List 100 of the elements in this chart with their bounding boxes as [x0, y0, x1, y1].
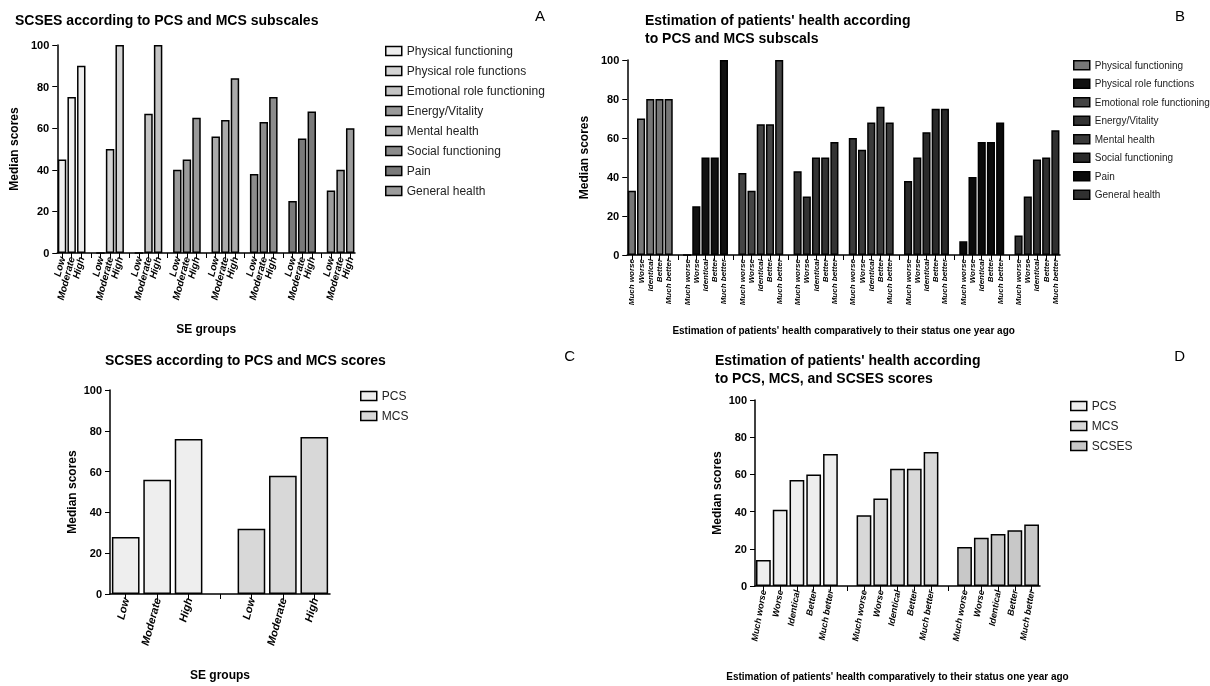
x-tick-label: Better	[820, 258, 830, 283]
x-tick-label: Much better	[829, 258, 839, 305]
y-axis-title: Median scores	[710, 450, 724, 535]
y-tick-label: 0	[95, 588, 102, 600]
legend-label: SCSES	[1091, 439, 1133, 453]
y-tick-label: 80	[734, 431, 747, 444]
x-tick-label: Better	[986, 258, 996, 283]
x-tick-label: Identical	[1032, 258, 1042, 292]
legend-label: Physical functioning	[1094, 59, 1184, 71]
x-tick-label: Identical	[921, 258, 931, 292]
x-tick-label: Much better	[816, 588, 836, 642]
x-tick-label: Identical	[977, 258, 987, 292]
x-tick-label: Worse	[971, 589, 987, 618]
y-tick-label: 40	[734, 505, 747, 518]
x-tick-label: Much better	[1050, 258, 1060, 305]
y-tick-label: 0	[740, 580, 747, 592]
y-tick-label: 20	[89, 547, 102, 560]
x-axis-title: Estimation of patients' health comparatively to their status one year ago	[726, 670, 1069, 682]
y-axis-title: Median scores	[7, 106, 21, 191]
x-tick-label: Better	[875, 258, 885, 283]
x-tick-label: Better	[1005, 588, 1020, 617]
text: A	[535, 7, 546, 24]
y-tick-label: 60	[607, 132, 620, 144]
x-tick-label: Better	[1041, 258, 1051, 283]
y-tick-label: 100	[30, 39, 50, 51]
legend-label: Mental health	[1094, 133, 1155, 145]
legend-label: PCS	[381, 389, 407, 403]
legend-label: Social functioning	[406, 144, 501, 158]
x-tick-label: Identical	[866, 258, 876, 292]
x-tick-label: Low	[239, 595, 258, 621]
legend-label: Physical role functions	[1094, 78, 1195, 90]
x-tick-label: Much better	[917, 588, 937, 642]
x-tick-label: Better	[765, 258, 775, 283]
y-tick-label: 60	[89, 465, 102, 478]
legend-label: Social functioning	[1094, 152, 1174, 164]
legend-label: General health	[1094, 189, 1161, 201]
x-tick-label: Much better	[719, 258, 729, 305]
legend-label: Mental health	[406, 124, 479, 138]
x-tick-label: Worse	[770, 589, 786, 618]
x-tick-label: Identical	[886, 588, 903, 627]
legend-label: MCS	[381, 409, 409, 423]
legend-label: MCS	[1091, 419, 1119, 433]
x-tick-label: Worse	[747, 258, 757, 284]
legend-label: Pain	[1094, 170, 1115, 182]
x-tick-label: Much worse	[627, 258, 637, 306]
x-tick-label: Much better	[885, 258, 895, 305]
y-tick-label: 40	[607, 171, 620, 183]
x-tick-label: Much worse	[850, 589, 869, 643]
x-tick-label: Better	[654, 258, 664, 283]
y-tick-label: 60	[734, 468, 747, 481]
y-tick-label: 80	[37, 80, 50, 93]
chart-title: Estimation of patients' health according to PCS and MCS subscals	[645, 12, 911, 46]
y-tick-label: 80	[607, 93, 620, 105]
x-tick-label: Much worse	[749, 589, 769, 643]
legend-label: General health	[406, 184, 486, 198]
y-tick-label: 100	[83, 384, 102, 396]
y-tick-label: 80	[89, 424, 102, 437]
legend-label: PCS	[1091, 399, 1117, 413]
x-tick-label: Better	[804, 588, 819, 617]
x-axis-title: SE groups	[176, 322, 237, 336]
x-tick-label: Worse	[1023, 258, 1033, 284]
y-tick-label: 20	[607, 210, 620, 222]
y-axis-title: Median scores	[65, 449, 79, 534]
y-tick-label: 100	[600, 54, 620, 66]
x-tick-label: Much worse	[848, 258, 858, 306]
x-tick-label: Better	[904, 588, 920, 617]
chart-title: Estimation of patients' health according to PCS, MCS, and SCSES scores	[715, 352, 981, 386]
chart-title: SCSES according to PCS and MCS scores	[105, 352, 387, 368]
x-tick-label: High	[176, 596, 195, 624]
y-tick-label: 40	[37, 163, 50, 176]
y-tick-label: 100	[728, 394, 747, 406]
x-tick-label: Much better	[995, 258, 1005, 305]
text: B	[1175, 7, 1186, 24]
x-tick-label: Much better	[664, 258, 674, 305]
x-tick-label: Worse	[968, 258, 978, 284]
x-tick-label: Identical	[756, 258, 766, 292]
x-tick-label: Much better	[1017, 588, 1037, 642]
x-tick-label: Worse	[691, 258, 701, 284]
y-tick-label: 0	[43, 247, 50, 259]
text: C	[564, 347, 576, 364]
x-tick-label: Identical	[645, 258, 655, 292]
legend-label: Physical functioning	[406, 44, 513, 58]
x-tick-label: Worse	[636, 258, 646, 284]
chart-title: SCSES according to PCS and MCS subscales	[15, 12, 319, 28]
x-tick-label: Better	[710, 258, 720, 283]
legend-label: Physical role functions	[406, 64, 527, 78]
text: D	[1174, 347, 1186, 364]
y-tick-label: 60	[37, 122, 50, 135]
x-tick-label: Worse	[871, 589, 886, 618]
x-tick-label: Much worse	[682, 258, 692, 306]
x-tick-label: High	[302, 596, 321, 624]
x-tick-label: Much worse	[1014, 258, 1024, 306]
legend-label: Emotional role functioning	[1094, 96, 1210, 108]
x-tick-label: Better	[931, 258, 941, 283]
legend-label: Energy/Vitality	[1094, 115, 1159, 127]
legend-label: Emotional role functioning	[406, 84, 545, 98]
x-tick-label: Identical	[701, 258, 711, 292]
x-tick-label: Worse	[912, 258, 922, 284]
x-tick-label: Identical	[785, 588, 802, 627]
x-tick-label: Worse	[857, 258, 867, 284]
